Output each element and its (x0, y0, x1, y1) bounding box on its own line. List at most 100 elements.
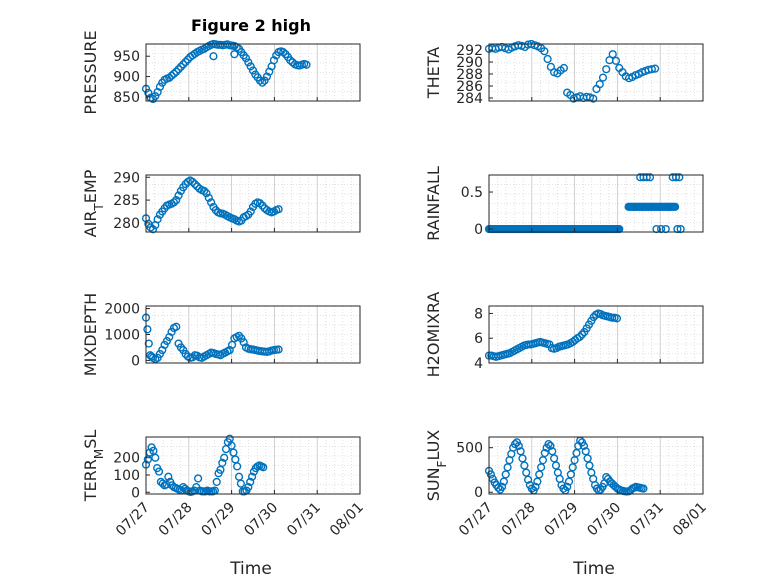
data-point (503, 463, 512, 472)
axes-box (145, 436, 361, 495)
ylabel-main: SUN (424, 467, 443, 501)
data-point (494, 483, 503, 492)
data-point (204, 193, 213, 202)
axes-box (488, 43, 704, 102)
data-point (247, 472, 257, 481)
data-point (255, 76, 265, 85)
y-tick-label: 500 (456, 441, 483, 457)
data-point (190, 180, 199, 189)
data-point (523, 475, 533, 484)
y-tick-label: 6 (474, 331, 483, 347)
data-point (218, 458, 227, 468)
data-point (151, 92, 160, 101)
ylabel-mixdepth: MIXDEPTH (81, 293, 100, 376)
data-point (246, 207, 255, 216)
data-point (248, 66, 258, 75)
data-point (212, 477, 221, 487)
ylabel-subscript: M (92, 449, 106, 459)
data-point (200, 186, 209, 196)
y-tick-label: 290 (113, 170, 140, 186)
data-point (579, 441, 589, 451)
major-grid (531, 44, 661, 101)
ylabel-main: AIR (81, 211, 100, 238)
data-point (589, 94, 598, 103)
y-tick-label: 0 (474, 222, 483, 238)
ylabel-rainfall: RAINFALL (424, 166, 443, 241)
data-point (169, 198, 179, 207)
ylabel-rest: EMP (81, 169, 100, 203)
data-point (151, 453, 160, 462)
y-tick-label: 284 (456, 91, 483, 107)
data-point (241, 54, 251, 63)
axes-background (489, 437, 703, 494)
data-point (540, 47, 549, 56)
y-tick-label: 0 (131, 485, 140, 501)
data-point (611, 56, 621, 65)
data-point (148, 225, 158, 234)
y-tick-label: 200 (113, 451, 140, 467)
data-points-sun_flux (484, 436, 648, 496)
ylabel-rest: SL (81, 430, 100, 449)
data-point (143, 325, 152, 334)
data-point (244, 482, 253, 492)
data-point (172, 67, 181, 76)
subplot-rainfall: 0 0.5 RAINFALL (424, 166, 704, 241)
data-point (244, 58, 253, 67)
data-point (533, 477, 542, 486)
axes-background (146, 306, 360, 363)
data-points-terr_msl (141, 434, 268, 497)
data-point (202, 189, 211, 198)
data-point (518, 454, 527, 463)
ylabel-subscript: F (435, 460, 449, 467)
data-point (572, 448, 581, 458)
data-point (671, 173, 681, 182)
data-point (258, 78, 267, 87)
data-point (259, 463, 268, 472)
xlabel-right: Time (572, 559, 615, 579)
data-point (583, 454, 592, 463)
data-point (165, 73, 174, 82)
subplot-h2omixra: 4 6 8 H2OMIXRA (424, 292, 704, 377)
data-point (559, 63, 569, 73)
data-point (167, 71, 176, 80)
data-point (516, 447, 525, 456)
major-grid (188, 437, 318, 494)
y-tick-label: 4 (474, 356, 483, 372)
data-point (246, 477, 255, 487)
data-point (537, 463, 546, 472)
data-point (181, 57, 190, 67)
data-point (286, 56, 295, 65)
data-point (174, 65, 183, 74)
data-points-air_temp (141, 176, 283, 234)
data-point (220, 453, 229, 462)
data-point (146, 223, 155, 232)
ylabel-pressure: PRESSURE (81, 30, 100, 114)
data-point (581, 447, 590, 456)
data-point (188, 177, 197, 186)
data-point (155, 82, 165, 91)
y-tick-label: 0.5 (461, 185, 483, 201)
data-point (233, 462, 242, 471)
ylabel-theta: THETA (424, 47, 443, 99)
data-point (585, 461, 594, 470)
data-point (209, 52, 218, 61)
data-point (540, 448, 549, 458)
data-point (645, 173, 655, 182)
axes-box (488, 305, 704, 364)
ylabel-rest: LUX (424, 430, 443, 461)
data-point (522, 468, 531, 477)
data-point (520, 461, 529, 470)
y-tick-label: 950 (113, 49, 140, 65)
ylabel-terr_msl: TERRMSL (81, 430, 106, 503)
data-point (642, 173, 651, 182)
data-point (179, 60, 188, 69)
data-point (563, 482, 572, 491)
axes-background (489, 44, 703, 101)
data-point (274, 205, 283, 214)
y-tick-label: 292 (456, 43, 483, 59)
data-point (647, 65, 656, 74)
data-point (575, 332, 584, 342)
data-point (255, 199, 265, 208)
